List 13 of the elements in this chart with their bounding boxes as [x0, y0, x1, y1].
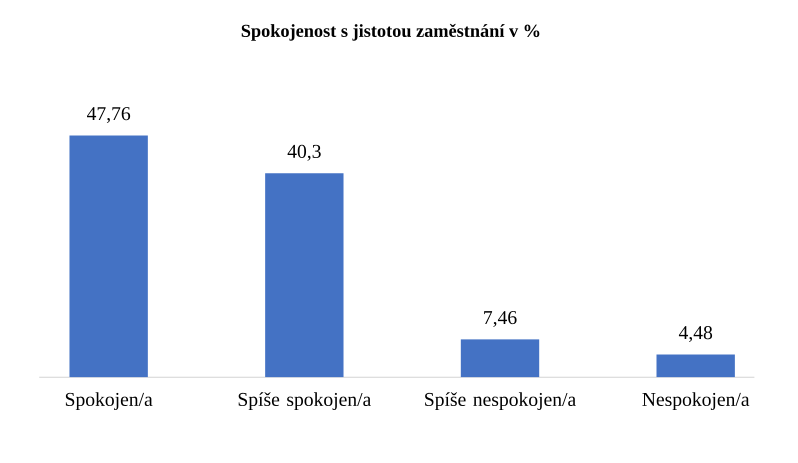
x-tick-label: Spokojen/a: [66, 392, 152, 410]
bar: [460, 339, 540, 377]
x-tick-label: Spíše nespokojen/a: [425, 392, 576, 410]
bar: [69, 135, 148, 377]
bar: [265, 173, 344, 377]
data-label: 47,76: [87, 106, 130, 123]
x-tick-label: Spíše spokojen/a: [238, 392, 371, 410]
data-label: 40,3: [288, 144, 321, 161]
bar: [656, 354, 735, 377]
chart-title: Spokojenost s jistotou zaměstnání v %: [242, 24, 540, 41]
data-label: 4,48: [678, 326, 712, 342]
data-label: 7,46: [484, 310, 517, 327]
x-tick-label: Nespokojen/a: [642, 392, 750, 410]
